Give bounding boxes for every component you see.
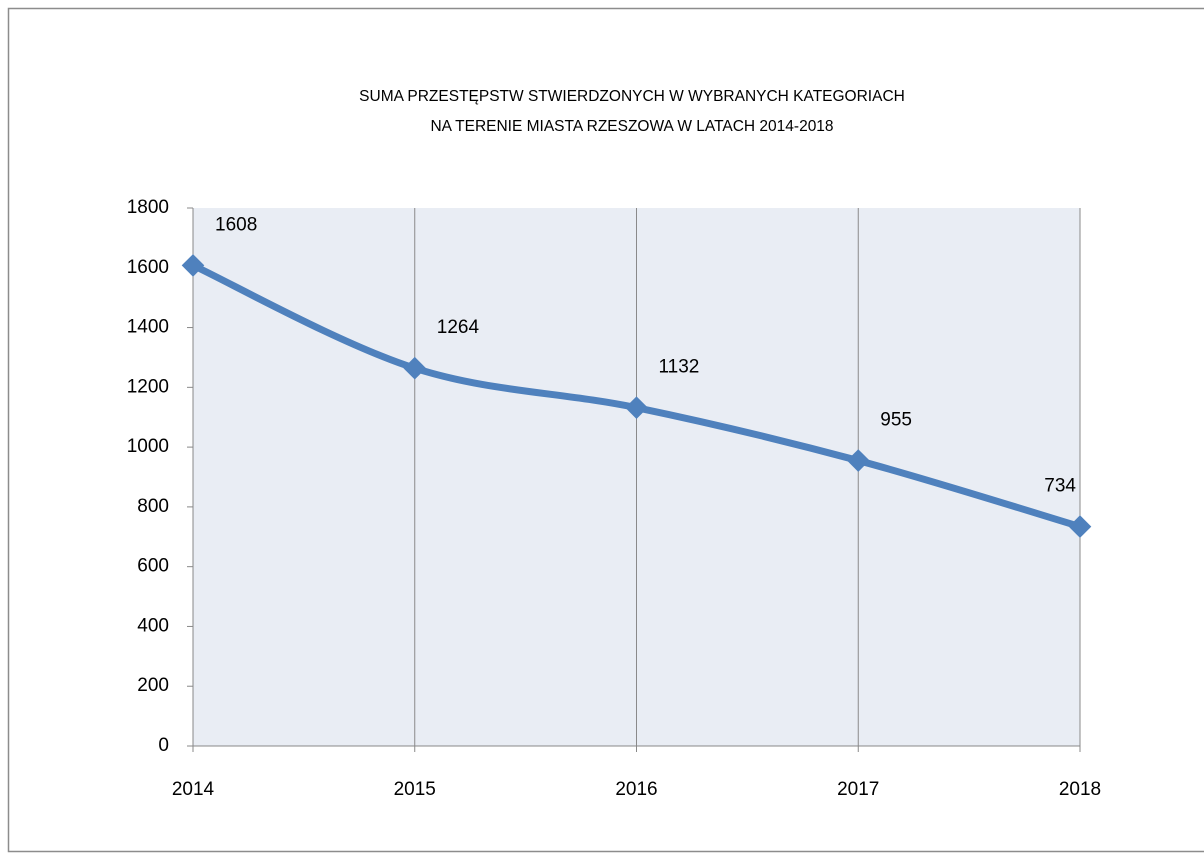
marker bbox=[1068, 515, 1092, 538]
y-tick-label: 1200 bbox=[127, 376, 169, 397]
x-tick-label: 2014 bbox=[172, 779, 215, 800]
data-label: 1264 bbox=[437, 317, 480, 338]
chart-title: NA TERENIE MIASTA RZESZOWA W LATACH 2014… bbox=[430, 118, 833, 135]
x-tick-label: 2016 bbox=[615, 779, 657, 800]
data-label: 734 bbox=[1044, 476, 1076, 497]
y-tick-label: 1400 bbox=[127, 317, 169, 338]
chart-title: SUMA PRZESTĘPSTW STWIERDZONYCH W WYBRANY… bbox=[359, 88, 905, 105]
y-tick-label: 600 bbox=[137, 556, 169, 577]
marker bbox=[403, 356, 427, 380]
x-tick-label: 2015 bbox=[394, 779, 436, 800]
y-tick-label: 1000 bbox=[127, 436, 169, 457]
y-tick-label: 1800 bbox=[127, 197, 169, 218]
y-tick-label: 200 bbox=[137, 675, 169, 696]
y-tick-label: 400 bbox=[137, 615, 169, 636]
marker bbox=[846, 449, 870, 472]
data-label: 1608 bbox=[215, 214, 257, 235]
y-tick-label: 800 bbox=[137, 496, 169, 517]
x-tick-label: 2017 bbox=[837, 779, 879, 800]
data-label: 955 bbox=[880, 410, 912, 431]
marker bbox=[625, 396, 648, 419]
y-tick-label: 1600 bbox=[127, 257, 169, 278]
data-label: 1132 bbox=[659, 357, 700, 378]
y-tick-label: 0 bbox=[158, 735, 169, 756]
x-tick-label: 2018 bbox=[1059, 779, 1101, 800]
